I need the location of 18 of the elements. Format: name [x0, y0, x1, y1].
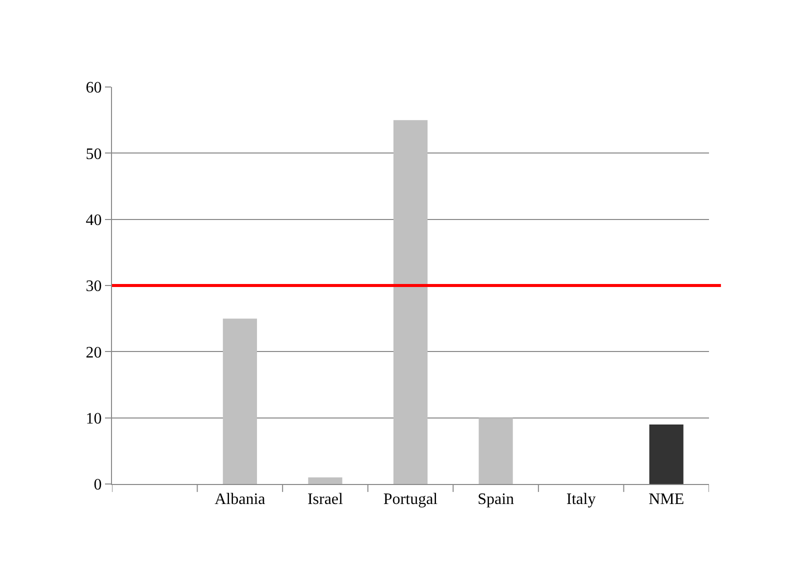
- bar: [308, 477, 342, 484]
- y-tick-label: 40: [86, 212, 102, 229]
- x-tick-label: NME: [648, 491, 684, 508]
- bar: [222, 318, 257, 484]
- y-tick-label: 60: [86, 80, 102, 97]
- bar: [649, 424, 684, 484]
- y-tick-label: 0: [94, 476, 102, 494]
- bar: [393, 120, 428, 484]
- x-tick-label: Israel: [307, 491, 344, 508]
- y-tick-label: 30: [86, 278, 102, 296]
- x-tick-label: Portugal: [383, 491, 438, 508]
- bar: [478, 418, 513, 484]
- x-tick-label: Albania: [214, 491, 266, 508]
- y-tick-label: 20: [86, 344, 102, 362]
- x-tick-label: Italy: [566, 491, 596, 508]
- y-tick-label: 50: [86, 146, 102, 163]
- x-tick-label: Spain: [478, 491, 514, 508]
- y-tick-label: 10: [86, 410, 102, 428]
